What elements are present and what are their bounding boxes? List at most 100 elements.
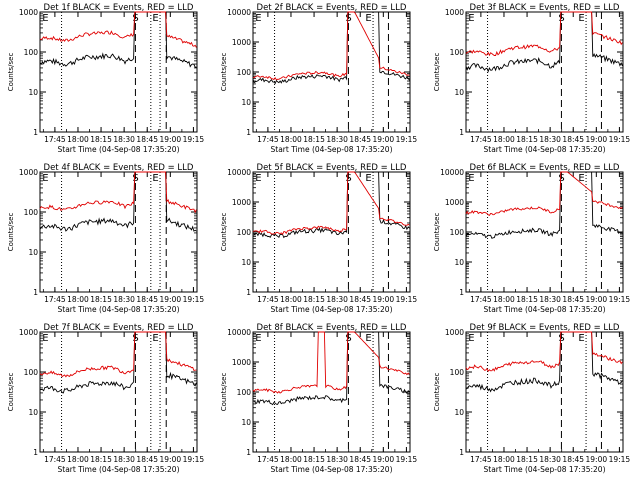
series-events-line — [39, 11, 197, 68]
x-tick-label: 17:45 — [257, 135, 279, 144]
interval-annotation: E — [578, 13, 584, 24]
y-tick-label: 10000 — [227, 8, 251, 17]
y-tick-label: 100 — [450, 368, 465, 377]
x-axis-label: Start Time (04-Sep-08 17:35:20) — [58, 305, 180, 314]
y-tick-label: 1000 — [19, 8, 38, 17]
panel-5: Det 5f BLACK = Events, RED = LLD 1 10 100 10… — [220, 163, 417, 314]
plot-frame — [465, 11, 624, 133]
panel-title: Det 4f BLACK = Events, RED = LLD — [44, 163, 194, 173]
interval-annotation: E — [468, 13, 474, 24]
interval-annotation: S — [132, 333, 138, 344]
interval-annotation: S — [132, 173, 138, 184]
panel-7: Det 7f BLACK = Events, RED = LLD 1 10 100 10… — [7, 323, 204, 474]
panel-title: Det 2f BLACK = Events, RED = LLD — [257, 3, 407, 13]
panel-title: Det 6f BLACK = Events, RED = LLD — [470, 163, 620, 173]
x-tick-label: 17:45 — [44, 455, 66, 464]
y-tick-label: 100 — [450, 48, 465, 57]
y-axis-label: Counts/sec — [7, 213, 15, 252]
x-tick-label: 19:15 — [396, 135, 418, 144]
y-tick-label: 10 — [28, 248, 38, 257]
plot-frame — [252, 11, 411, 133]
x-axis-label: Start Time (04-Sep-08 17:35:20) — [58, 465, 180, 474]
interval-annotation: E — [578, 173, 584, 184]
interval-annotation: E — [365, 13, 371, 24]
x-tick-label: 18:00 — [280, 295, 302, 304]
y-tick-label: 100 — [24, 208, 39, 217]
series-events-line — [252, 331, 410, 406]
y-tick-label: 1 — [459, 128, 464, 137]
x-tick-label: 18:45 — [349, 295, 371, 304]
x-tick-label: 19:00 — [373, 295, 395, 304]
y-axis-label: Counts/sec — [220, 373, 228, 412]
y-tick-label: 100 — [237, 228, 252, 237]
x-tick-label: 19:00 — [586, 455, 608, 464]
x-tick-label: 18:15 — [303, 135, 325, 144]
x-tick-label: 19:00 — [160, 295, 182, 304]
y-tick-label: 10000 — [440, 168, 464, 177]
y-tick-label: 1 — [33, 448, 38, 457]
y-tick-label: 10000 — [227, 168, 251, 177]
series-lld-line — [39, 11, 197, 48]
panel-title: Det 7f BLACK = Events, RED = LLD — [44, 323, 194, 333]
y-tick-label: 1000 — [445, 328, 464, 337]
x-tick-label: 17:45 — [470, 135, 492, 144]
x-tick-label: 18:45 — [562, 135, 584, 144]
interval-annotation: S — [345, 13, 351, 24]
y-tick-label: 100 — [237, 68, 252, 77]
y-tick-label: 1 — [459, 288, 464, 297]
y-tick-label: 10 — [241, 258, 251, 267]
panel-title: Det 5f BLACK = Events, RED = LLD — [257, 163, 407, 173]
interval-annotation: E — [255, 13, 261, 24]
interval-annotation: S — [558, 13, 564, 24]
x-tick-label: 18:45 — [136, 135, 158, 144]
x-tick-label: 19:15 — [609, 135, 631, 144]
x-tick-label: 19:00 — [586, 295, 608, 304]
y-axis-label: Counts/sec — [433, 373, 441, 412]
x-tick-label: 18:30 — [113, 295, 135, 304]
interval-annotation: E — [42, 173, 48, 184]
x-tick-label: 17:45 — [44, 295, 66, 304]
y-tick-label: 10 — [241, 98, 251, 107]
x-tick-label: 18:30 — [326, 455, 348, 464]
panel-title: Det 3f BLACK = Events, RED = LLD — [470, 3, 620, 13]
plot-frame — [465, 331, 624, 453]
y-tick-label: 1000 — [232, 198, 251, 207]
y-tick-label: 1000 — [232, 358, 251, 367]
y-axis-label: Counts/sec — [7, 373, 15, 412]
series-lld-line — [252, 11, 410, 81]
series-events-line — [39, 171, 197, 232]
x-tick-label: 17:45 — [470, 455, 492, 464]
y-tick-label: 100 — [24, 368, 39, 377]
panel-title: Det 1f BLACK = Events, RED = LLD — [44, 3, 194, 13]
interval-annotation: E — [468, 333, 474, 344]
panel-9: Det 9f BLACK = Events, RED = LLD 1 10 100 10… — [433, 323, 630, 474]
panel-3: Det 3f BLACK = Events, RED = LLD 1 10 100 10… — [433, 3, 630, 154]
x-axis-label: Start Time (04-Sep-08 17:35:20) — [271, 465, 393, 474]
x-axis-label: Start Time (04-Sep-08 17:35:20) — [484, 145, 606, 154]
interval-annotation: E — [365, 333, 371, 344]
y-tick-label: 1000 — [445, 198, 464, 207]
x-tick-label: 18:15 — [516, 455, 538, 464]
x-tick-label: 18:45 — [136, 295, 158, 304]
x-tick-label: 18:30 — [539, 455, 561, 464]
series-lld-line — [465, 171, 623, 216]
plot-frame — [39, 171, 198, 293]
y-tick-label: 1 — [246, 128, 251, 137]
x-axis-label: Start Time (04-Sep-08 17:35:20) — [271, 305, 393, 314]
x-tick-label: 19:15 — [609, 295, 631, 304]
series-lld-line — [39, 331, 197, 378]
series-events-line — [39, 331, 197, 394]
y-tick-label: 100 — [237, 388, 252, 397]
x-tick-label: 19:15 — [183, 135, 205, 144]
interval-annotation: E — [255, 173, 261, 184]
x-tick-label: 18:00 — [493, 295, 515, 304]
x-tick-label: 18:45 — [562, 455, 584, 464]
x-axis-label: Start Time (04-Sep-08 17:35:20) — [484, 305, 606, 314]
interval-annotation: S — [345, 333, 351, 344]
y-tick-label: 1000 — [19, 168, 38, 177]
series-events-line — [465, 11, 623, 73]
y-axis-label: Counts/sec — [220, 53, 228, 92]
interval-annotation: E — [152, 333, 158, 344]
y-tick-label: 1 — [246, 448, 251, 457]
y-axis-label: Counts/sec — [433, 213, 441, 252]
